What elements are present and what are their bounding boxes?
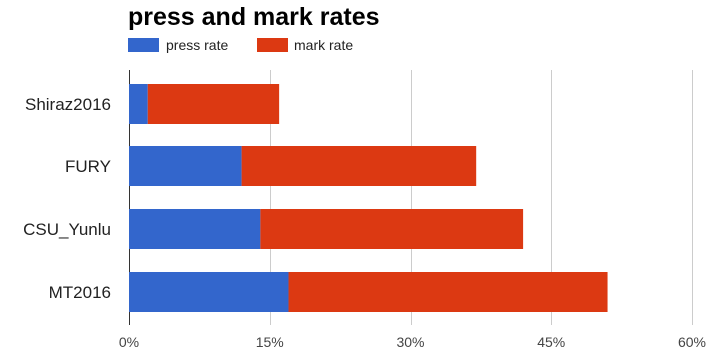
bar-press-rate-MT2016 xyxy=(129,272,289,312)
x-tick-labels: 0% 15% 30% 45% 60% xyxy=(119,334,706,350)
bar-press-rate-CSU_Yunlu xyxy=(129,209,261,249)
category-labels: Shiraz2016 FURY CSU_Yunlu MT2016 xyxy=(23,95,111,302)
x-tick-label: 30% xyxy=(396,334,424,350)
bar-press-rate-FURY xyxy=(129,146,242,186)
legend-swatch-press-rate xyxy=(128,38,159,52)
category-label: MT2016 xyxy=(49,283,111,302)
x-tick-label: 0% xyxy=(119,334,139,350)
bar-mark-rate-CSU_Yunlu xyxy=(260,209,524,249)
bar-press-rate-Shiraz2016 xyxy=(129,84,148,124)
bar-mark-rate-FURY xyxy=(241,146,477,186)
legend-label-mark-rate: mark rate xyxy=(294,37,353,53)
bar-mark-rate-Shiraz2016 xyxy=(147,84,280,124)
bar-mark-rate-MT2016 xyxy=(288,272,608,312)
chart-title: press and mark rates xyxy=(128,3,380,31)
legend-swatch-mark-rate xyxy=(257,38,288,52)
bars xyxy=(129,84,608,312)
category-label: Shiraz2016 xyxy=(25,95,111,114)
x-tick-label: 15% xyxy=(256,334,284,350)
legend: press rate mark rate xyxy=(128,37,353,53)
category-label: FURY xyxy=(65,157,111,176)
x-tick-label: 60% xyxy=(678,334,706,350)
x-tick-label: 45% xyxy=(537,334,565,350)
legend-label-press-rate: press rate xyxy=(166,37,228,53)
category-label: CSU_Yunlu xyxy=(23,220,111,239)
